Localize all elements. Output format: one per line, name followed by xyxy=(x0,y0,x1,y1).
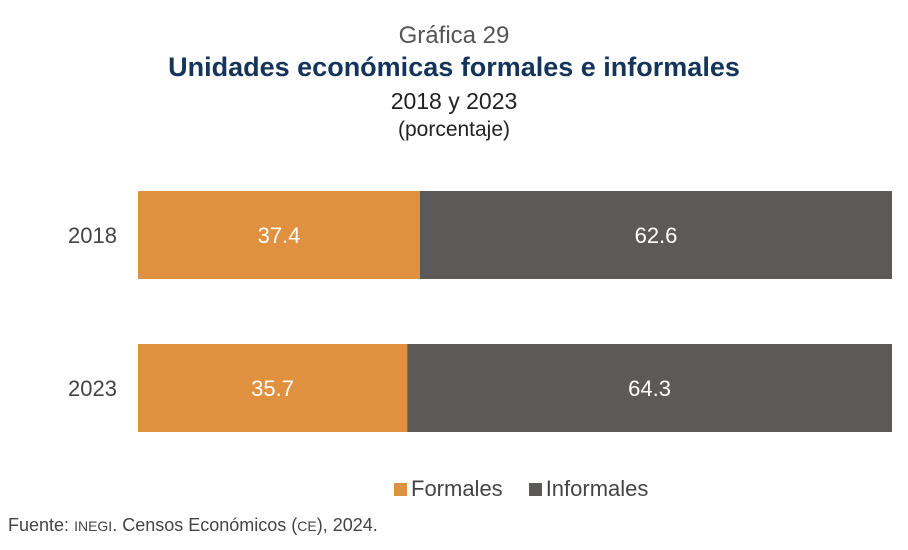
chart-title: Unidades económicas formales e informale… xyxy=(168,52,740,82)
data-label-informales-2023: 64.3 xyxy=(628,376,671,401)
legend-swatch-formales xyxy=(394,482,407,496)
chart-subtitle: 2018 y 2023 xyxy=(390,88,518,114)
legend-swatch-informales xyxy=(528,482,542,496)
bar-informales-2018 xyxy=(419,191,892,279)
category-label-2018: 2018 xyxy=(68,223,117,248)
bar-formales-2023 xyxy=(138,344,408,432)
chart-number: Gráfica 29 xyxy=(398,22,510,49)
data-label-formales-2018: 37.4 xyxy=(258,223,301,248)
legend-label-formales: Formales xyxy=(411,476,503,501)
source-note: Fuente: INEGI. Censos Económicos (CE), 2… xyxy=(8,515,378,535)
legend: Formales Informales xyxy=(394,476,648,502)
category-label-2023: 2023 xyxy=(68,376,117,401)
data-label-formales-2023: 35.7 xyxy=(251,376,294,401)
legend-label-informales: Informales xyxy=(545,476,649,501)
bar-formales-2018 xyxy=(138,191,420,279)
bar-informales-2023 xyxy=(407,344,892,432)
data-label-informales-2018: 62.6 xyxy=(635,223,678,248)
chart-unit: (porcentaje) xyxy=(397,118,511,141)
bar-chart: 2018 37.4 62.6 2023 35.7 64.3 xyxy=(68,191,892,432)
